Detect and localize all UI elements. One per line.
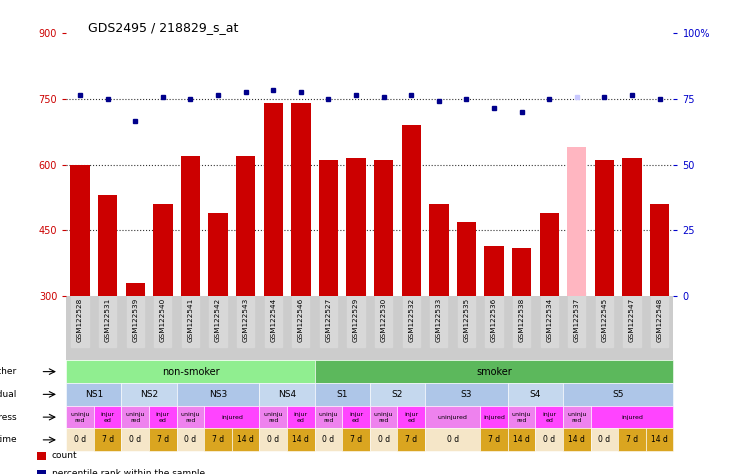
Bar [595, 160, 614, 296]
Text: S2: S2 [392, 390, 403, 399]
Text: stress: stress [0, 413, 17, 421]
Text: S5: S5 [612, 390, 624, 399]
Text: injur
ed: injur ed [294, 412, 308, 422]
Text: 0 d: 0 d [378, 436, 389, 444]
Text: 0 d: 0 d [267, 436, 279, 444]
Text: NS1: NS1 [85, 390, 103, 399]
Text: S4: S4 [530, 390, 541, 399]
Text: time: time [0, 436, 17, 444]
Text: NS3: NS3 [209, 390, 227, 399]
Text: count: count [52, 452, 77, 460]
Text: individual: individual [0, 390, 17, 399]
Text: 14 d: 14 d [651, 436, 668, 444]
Text: 14 d: 14 d [568, 436, 585, 444]
Text: 0 d: 0 d [598, 436, 610, 444]
Text: smoker: smoker [476, 366, 512, 377]
Bar [484, 246, 503, 296]
Text: other: other [0, 367, 17, 376]
Bar [291, 103, 311, 296]
Text: 14 d: 14 d [237, 436, 254, 444]
Text: injur
ed: injur ed [101, 412, 115, 422]
Bar [347, 158, 366, 296]
Text: 7 d: 7 d [626, 436, 638, 444]
Text: S3: S3 [461, 390, 473, 399]
Bar [98, 195, 117, 296]
Text: 0 d: 0 d [543, 436, 555, 444]
Text: S1: S1 [336, 390, 348, 399]
Bar [539, 213, 559, 296]
Text: uninju
red: uninju red [181, 412, 200, 422]
Text: uninju
red: uninju red [512, 412, 531, 422]
Bar [512, 248, 531, 296]
Text: NS2: NS2 [140, 390, 158, 399]
Bar [153, 204, 172, 296]
Text: injur
ed: injur ed [542, 412, 556, 422]
Text: GDS2495 / 218829_s_at: GDS2495 / 218829_s_at [88, 21, 238, 34]
Text: percentile rank within the sample: percentile rank within the sample [52, 470, 205, 474]
Text: 7 d: 7 d [406, 436, 417, 444]
Text: 7 d: 7 d [102, 436, 113, 444]
Text: 7 d: 7 d [157, 436, 169, 444]
Text: 14 d: 14 d [513, 436, 530, 444]
Text: 7 d: 7 d [212, 436, 224, 444]
Text: non-smoker: non-smoker [162, 366, 219, 377]
Text: uninju
red: uninju red [263, 412, 283, 422]
Text: 0 d: 0 d [74, 436, 86, 444]
Bar [208, 213, 227, 296]
Text: uninju
red: uninju red [126, 412, 145, 422]
Bar [429, 204, 448, 296]
Bar [457, 222, 476, 296]
Bar [181, 156, 200, 296]
Bar [650, 204, 669, 296]
Text: NS4: NS4 [278, 390, 296, 399]
Text: injur
ed: injur ed [349, 412, 363, 422]
Text: uninju
red: uninju red [374, 412, 393, 422]
Bar [236, 156, 255, 296]
Text: 0 d: 0 d [447, 436, 459, 444]
Text: injured: injured [221, 415, 243, 419]
Text: uninju
red: uninju red [71, 412, 90, 422]
Text: 7 d: 7 d [488, 436, 500, 444]
Text: 0 d: 0 d [322, 436, 334, 444]
Text: 14 d: 14 d [292, 436, 309, 444]
Bar [263, 103, 283, 296]
Text: injured: injured [483, 415, 505, 419]
Bar [319, 160, 338, 296]
Bar [126, 283, 145, 296]
Bar [402, 125, 421, 296]
Text: uninjured: uninjured [438, 415, 467, 419]
Text: injured: injured [621, 415, 643, 419]
Text: 0 d: 0 d [130, 436, 141, 444]
Bar [374, 160, 393, 296]
Text: uninju
red: uninju red [567, 412, 587, 422]
Text: 0 d: 0 d [185, 436, 197, 444]
Bar [623, 158, 642, 296]
Text: injur
ed: injur ed [156, 412, 170, 422]
Bar [71, 165, 90, 296]
Bar [567, 147, 587, 296]
Text: uninju
red: uninju red [319, 412, 338, 422]
Text: injur
ed: injur ed [404, 412, 418, 422]
Text: 7 d: 7 d [350, 436, 362, 444]
